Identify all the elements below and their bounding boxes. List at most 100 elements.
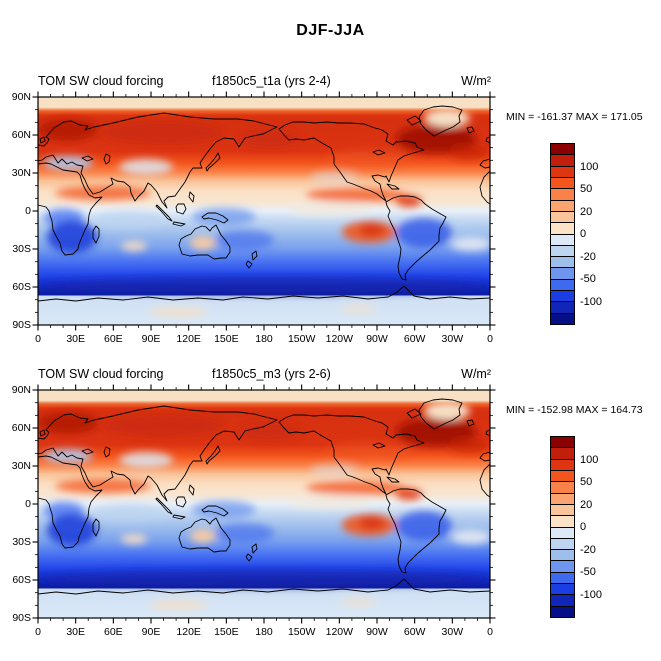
y-tick-label: 30S: [12, 243, 31, 255]
x-tick-label: 180: [255, 333, 273, 345]
x-tick-label: 90W: [366, 626, 388, 638]
x-tick-label: 30W: [441, 626, 464, 638]
x-tick-label: 90E: [141, 626, 161, 638]
x-axis-labels: 0 30E 60E 90E 120E 150E 180 150W 120W 90W 60W 30W 0: [35, 333, 493, 346]
panel-header: TOM SW cloud forcing f1850c5_m3 (yrs 2-6…: [0, 365, 491, 383]
colorbar-segment: [551, 606, 574, 617]
units-label: W/m²: [461, 367, 491, 381]
colorbar-segment: [551, 527, 574, 539]
colorbar-tick-label: 50: [580, 183, 593, 195]
y-tick-label: 0: [25, 205, 31, 217]
colorbar-segment: [551, 234, 574, 246]
x-tick-label: 60E: [103, 626, 123, 638]
colorbar-tick-label: -50: [580, 273, 596, 285]
map-plot: [32, 91, 496, 331]
colorbar-segment: [551, 279, 574, 292]
colorbar-segment: [551, 291, 574, 303]
x-tick-label: 120W: [325, 333, 354, 345]
x-tick-label: 150E: [214, 626, 239, 638]
y-tick-label: 30S: [12, 536, 31, 548]
map-plot: [32, 384, 496, 624]
colorbar-labels: 100 50 20 0 -20 -50 -100: [580, 143, 620, 325]
axis-ticks: [32, 91, 496, 331]
colorbar-segment: [551, 561, 574, 573]
x-tick-label: 60E: [103, 333, 123, 345]
y-tick-label: 90S: [12, 319, 31, 331]
x-tick-label: 0: [487, 333, 493, 345]
colorbar-segment: [551, 166, 574, 178]
x-tick-label: 90W: [366, 333, 388, 345]
world-map: [32, 384, 496, 624]
colorbar-segment: [551, 584, 574, 596]
colorbar-segment: [551, 268, 574, 280]
colorbar-tick-label: 20: [580, 205, 593, 218]
colorbar-segment: [551, 437, 574, 449]
colorbar-segment: [551, 550, 574, 562]
x-tick-label: 120W: [325, 626, 354, 638]
y-tick-label: 60S: [12, 574, 31, 586]
colorbar-tick-label: 0: [580, 228, 587, 240]
stats-label: MIN = -152.98 MAX = 164.73: [506, 404, 643, 416]
x-tick-label: 0: [35, 626, 41, 638]
panel-header: TOM SW cloud forcing f1850c5_t1a (yrs 2-…: [0, 72, 491, 90]
panel-case2: TOM SW cloud forcing f1850c5_m3 (yrs 2-6…: [0, 365, 661, 658]
panel-case1: TOM SW cloud forcing f1850c5_t1a (yrs 2-…: [0, 72, 661, 365]
colorbar-segment: [551, 516, 574, 528]
colorbar-segment: [551, 189, 574, 201]
variable-label: TOM SW cloud forcing: [38, 74, 164, 88]
colorbar-segment: [551, 448, 574, 460]
x-tick-label: 150W: [287, 333, 316, 345]
x-tick-label: 180: [255, 626, 273, 638]
colorbar-tick-label: 20: [580, 498, 593, 511]
x-tick-label: 0: [487, 626, 493, 638]
colorbar-tick-label: -100: [580, 588, 603, 601]
y-tick-label: 60N: [11, 129, 31, 141]
experiment-label: f1850c5_m3 (yrs 2-6): [212, 367, 331, 381]
x-tick-label: 0: [35, 333, 41, 345]
colorbar-tick-label: -50: [580, 566, 596, 578]
colorbar-segment: [551, 200, 574, 212]
colorbar-tick-label: 100: [580, 160, 599, 173]
experiment-label: f1850c5_t1a (yrs 2-4): [212, 74, 331, 88]
x-tick-label: 150W: [287, 626, 316, 638]
colorbar-tick-label: 100: [580, 453, 599, 466]
colorbar-segment: [551, 211, 574, 224]
colorbar-segment: [551, 493, 574, 505]
units-label: W/m²: [461, 74, 491, 88]
colorbar-labels: 100 50 20 0 -20 -50 -100: [580, 436, 620, 618]
colorbar-segment: [551, 538, 574, 551]
colorbar-segment: [551, 595, 574, 607]
y-tick-label: 90N: [11, 91, 31, 103]
y-tick-label: 60N: [11, 422, 31, 434]
y-tick-label: 60S: [12, 281, 31, 293]
colorbar-tick-label: 50: [580, 476, 593, 488]
colorbar-tick-label: -100: [580, 295, 603, 308]
x-tick-label: 30E: [66, 626, 85, 638]
y-tick-label: 90N: [11, 384, 31, 396]
y-tick-label: 0: [25, 498, 31, 510]
x-tick-label: 90E: [141, 333, 161, 345]
colorbar: [550, 436, 575, 618]
y-axis-labels: 90N 60N 30N 0 30S 60S 90S: [0, 384, 31, 624]
x-tick-label: 30E: [66, 333, 85, 345]
world-map: [32, 91, 496, 331]
y-tick-label: 30N: [11, 460, 31, 472]
stats-label: MIN = -161.37 MAX = 171.05: [506, 111, 643, 123]
colorbar-tick-label: 0: [580, 521, 587, 533]
colorbar-segment: [551, 459, 574, 471]
colorbar-segment: [551, 177, 574, 190]
colorbar-segment: [551, 155, 574, 167]
x-axis-labels: 0 30E 60E 90E 120E 150E 180 150W 120W 90W 60W 30W 0: [35, 626, 493, 639]
colorbar-tick-label: -20: [580, 250, 596, 263]
y-axis-labels: 90N 60N 30N 0 30S 60S 90S: [0, 91, 31, 331]
x-tick-label: 30W: [441, 333, 464, 345]
colorbar: [550, 143, 575, 325]
colorbar-segment: [551, 572, 574, 585]
x-tick-label: 60W: [403, 626, 426, 638]
colorbar-segment: [551, 223, 574, 235]
colorbar-segment: [551, 482, 574, 494]
x-tick-label: 120E: [176, 626, 201, 638]
x-tick-label: 150E: [214, 333, 239, 345]
colorbar-segment: [551, 470, 574, 483]
x-tick-label: 120E: [176, 333, 201, 345]
